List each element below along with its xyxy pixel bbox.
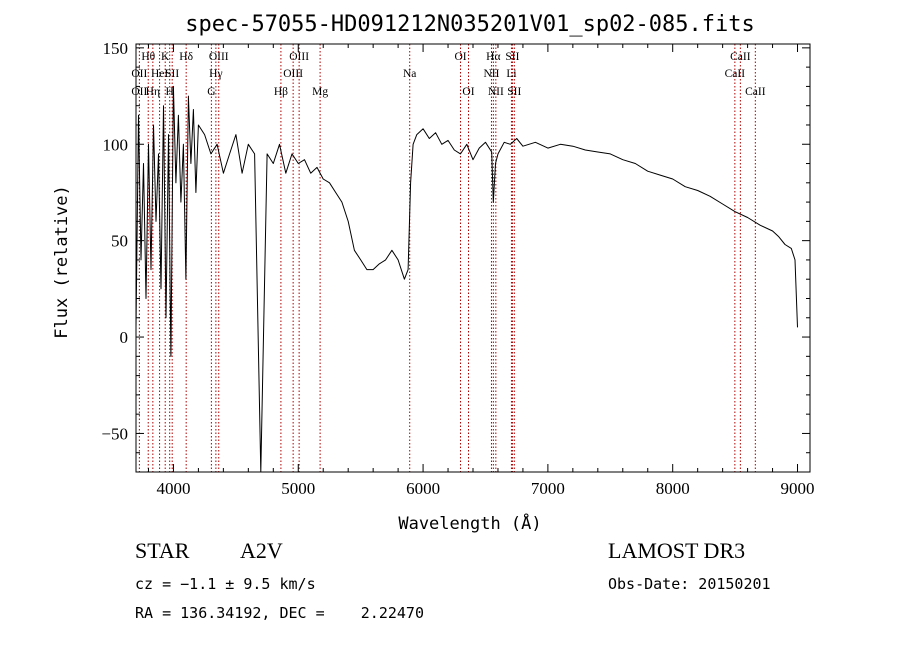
spectral-line-label: CaII (730, 51, 751, 63)
spectral-line-label: H (166, 86, 174, 98)
spectral-line-label: G (207, 86, 215, 98)
spectral-line-label: OI (454, 51, 466, 63)
spectral-line-label: CaII (745, 86, 766, 98)
spectrum-line (135, 85, 798, 473)
y-axis-ticks: −50 0 50 100 150 (101, 39, 810, 454)
spectral-line-labels: HθOIIOIIHηHeIKHSIIHδGHγOIIIHβOIIIOIIIMgN… (131, 51, 765, 98)
spectral-line-label: Hθ (141, 51, 155, 63)
spectral-line-label: OI (462, 86, 474, 98)
spectral-line-label: Hδ (179, 51, 193, 63)
spectral-line-markers (138, 44, 756, 472)
spectral-line-label: NII (488, 86, 504, 98)
spectral-line-label: Hγ (209, 68, 222, 80)
y-tick-label: 0 (120, 328, 129, 347)
observation-date: Obs-Date: 20150201 (608, 575, 771, 593)
spectral-line-label: OII (131, 68, 147, 80)
spectral-line-label: K (161, 51, 170, 63)
spectral-line-label: OIII (289, 51, 309, 63)
x-tick-label: 5000 (281, 479, 315, 498)
plot-frame (135, 43, 811, 473)
spectral-line-label: Hα (486, 51, 500, 63)
spectral-line-label: Na (403, 68, 416, 80)
y-tick-label: 50 (111, 232, 128, 251)
spectral-line-label: SII (507, 86, 521, 98)
spectral-line-label: CaII (725, 68, 746, 80)
spectral-line-label: OII (131, 86, 147, 98)
x-axis-label: Wavelength (Å) (398, 512, 541, 534)
spectral-line-label: OIII (209, 51, 229, 63)
spectral-line-label: HeI (151, 68, 168, 80)
spectral-line-label: Mg (312, 86, 328, 98)
x-tick-label: 8000 (656, 479, 690, 498)
y-axis-label: Flux (relative) (52, 185, 72, 339)
spectral-line-label: Hβ (274, 86, 288, 98)
x-axis-ticks: 4000 5000 6000 7000 8000 9000 (147, 44, 815, 498)
spectral-line-label: NII (483, 68, 499, 80)
object-type: STAR (135, 538, 190, 563)
x-tick-label: 9000 (781, 479, 815, 498)
spectral-line-label: Hη (146, 86, 160, 98)
object-subclass: A2V (240, 538, 283, 563)
x-tick-label: 7000 (531, 479, 565, 498)
spectral-line-label: Li (506, 68, 516, 80)
spectral-line-label: OIII (283, 68, 303, 80)
spectral-line-label: SII (165, 68, 179, 80)
survey-name: LAMOST DR3 (608, 538, 746, 563)
spectral-line-label: SII (505, 51, 519, 63)
chart-title: spec-57055-HD091212N035201V01_sp02-085.f… (185, 12, 755, 37)
y-tick-label: 100 (103, 135, 129, 154)
y-tick-label: −50 (101, 424, 128, 443)
redshift-value: cz = −1.1 ± 9.5 km/s (135, 575, 316, 593)
x-tick-label: 6000 (406, 479, 440, 498)
x-tick-label: 4000 (156, 479, 190, 498)
y-tick-label: 150 (103, 39, 129, 58)
coordinates: RA = 136.34192, DEC = 2.22470 (135, 604, 424, 622)
